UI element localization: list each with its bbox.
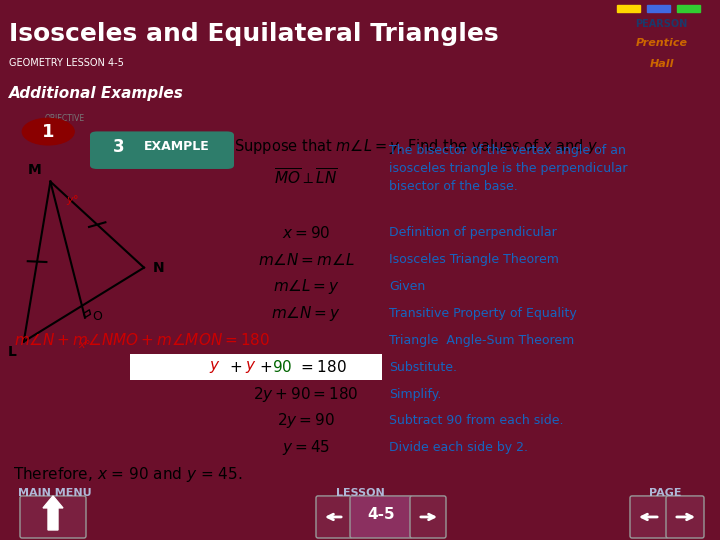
Text: $m\angle L = y$: $m\angle L = y$ — [273, 277, 339, 296]
Text: PEARSON: PEARSON — [636, 19, 688, 29]
Text: $y°$: $y°$ — [66, 193, 80, 207]
Bar — [647, 5, 670, 12]
Text: Triangle  Angle-Sum Theorem: Triangle Angle-Sum Theorem — [389, 334, 574, 347]
Text: $2y = 90$: $2y = 90$ — [277, 411, 335, 430]
FancyBboxPatch shape — [350, 496, 412, 538]
Text: Given: Given — [389, 280, 425, 293]
Text: $2y + 90 = 180$: $2y + 90 = 180$ — [253, 384, 359, 403]
Text: Substitute.: Substitute. — [389, 361, 456, 374]
Text: EXAMPLE: EXAMPLE — [144, 140, 210, 153]
Text: OBJECTIVE: OBJECTIVE — [45, 113, 85, 123]
Text: Therefore, $x$ = 90 and $y$ = 45.: Therefore, $x$ = 90 and $y$ = 45. — [13, 465, 243, 484]
Text: $m\angle N = m\angle L$: $m\angle N = m\angle L$ — [258, 252, 354, 268]
Text: $y = 45$: $y = 45$ — [282, 438, 330, 457]
Text: $y$: $y$ — [194, 359, 205, 375]
Text: $m\angle N = y$: $m\angle N = y$ — [271, 304, 341, 323]
Text: N: N — [153, 261, 164, 275]
Text: L: L — [8, 345, 17, 359]
Text: $y$: $y$ — [209, 359, 220, 375]
Text: O: O — [92, 310, 102, 323]
FancyBboxPatch shape — [90, 131, 234, 169]
Text: $+ y +$: $+ y +$ — [207, 359, 246, 376]
Bar — [677, 5, 700, 12]
Text: 1: 1 — [42, 123, 55, 140]
Text: Simplify.: Simplify. — [389, 388, 441, 401]
Text: GEOMETRY LESSON 4-5: GEOMETRY LESSON 4-5 — [9, 58, 125, 68]
Text: Isosceles and Equilateral Triangles: Isosceles and Equilateral Triangles — [9, 22, 499, 46]
Text: $\overline{MO} \perp \overline{LN}$: $\overline{MO} \perp \overline{LN}$ — [274, 167, 338, 188]
FancyArrow shape — [43, 496, 63, 530]
Text: Definition of perpendicular: Definition of perpendicular — [389, 226, 557, 239]
Text: $y$: $y$ — [245, 359, 256, 375]
Text: Suppose that $m\angle L = y$. Find the values of $x$ and $y$.: Suppose that $m\angle L = y$. Find the v… — [234, 137, 602, 157]
FancyBboxPatch shape — [410, 496, 446, 538]
Circle shape — [22, 118, 74, 145]
Text: $+$: $+$ — [229, 360, 242, 375]
Text: $90$: $90$ — [272, 359, 292, 375]
Text: $+$: $+$ — [259, 360, 272, 375]
Text: PAGE: PAGE — [649, 488, 681, 498]
Bar — [130, 354, 382, 380]
Text: The bisector of the vertex angle of an
isosceles triangle is the perpendicular
b: The bisector of the vertex angle of an i… — [389, 144, 627, 193]
FancyBboxPatch shape — [630, 496, 668, 538]
Text: 3: 3 — [113, 138, 125, 156]
FancyBboxPatch shape — [20, 496, 86, 538]
FancyBboxPatch shape — [666, 496, 704, 538]
Text: Transitive Property of Equality: Transitive Property of Equality — [389, 307, 577, 320]
Text: Subtract 90 from each side.: Subtract 90 from each side. — [389, 414, 563, 428]
Text: Isosceles Triangle Theorem: Isosceles Triangle Theorem — [389, 253, 559, 266]
Text: $x = 90$: $x = 90$ — [282, 225, 330, 241]
Text: Divide each side by 2.: Divide each side by 2. — [389, 441, 528, 454]
Text: MAIN MENU: MAIN MENU — [18, 488, 92, 498]
Text: Hall: Hall — [649, 59, 674, 69]
Text: 4-5: 4-5 — [367, 508, 395, 523]
Text: $= 180$: $= 180$ — [298, 359, 347, 375]
Text: LESSON: LESSON — [336, 488, 384, 498]
Text: $m\angle N + m\angle NMO + m\angle MON = 180$: $m\angle N + m\angle NMO + m\angle MON =… — [14, 332, 271, 348]
Bar — [617, 5, 640, 12]
Text: M: M — [28, 163, 42, 177]
Text: Prentice: Prentice — [636, 38, 688, 49]
Text: Additional Examples: Additional Examples — [9, 86, 184, 101]
FancyBboxPatch shape — [316, 496, 352, 538]
Text: $x°$: $x°$ — [78, 338, 91, 350]
